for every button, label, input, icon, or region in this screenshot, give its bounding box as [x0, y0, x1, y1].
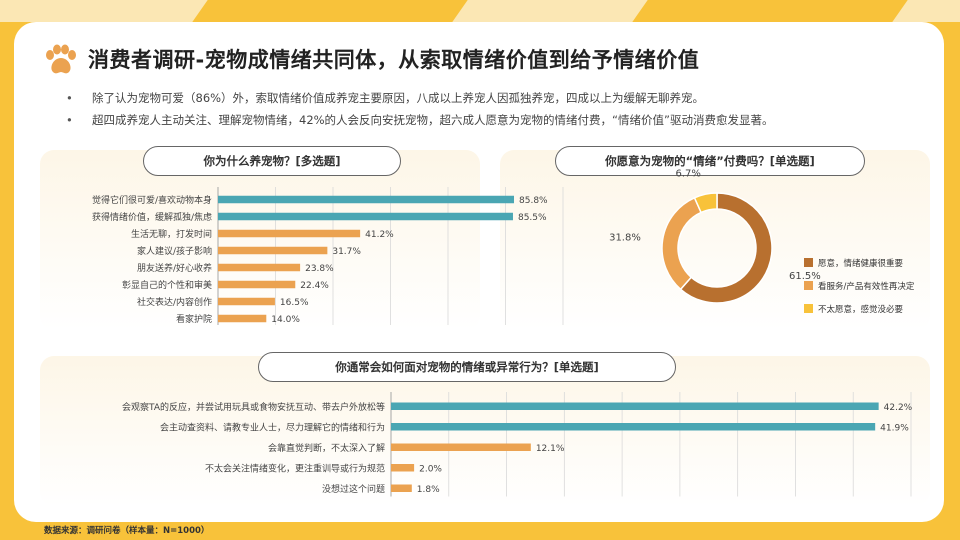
bar — [218, 314, 267, 323]
value-label: 41.2% — [365, 230, 394, 240]
legend-swatch — [804, 258, 813, 267]
value-label: 41.9% — [880, 423, 909, 433]
category-label: 看家护院 — [176, 313, 212, 325]
bar — [218, 229, 361, 238]
value-label: 16.5% — [280, 298, 309, 308]
page-title: 消费者调研-宠物成情绪共同体，从索取情绪价值到给予情绪价值 — [88, 48, 700, 72]
value-label: 31.7% — [332, 247, 361, 257]
bar — [218, 297, 275, 306]
bar — [391, 464, 415, 472]
bar — [218, 212, 513, 221]
value-label: 85.8% — [519, 196, 548, 206]
category-label: 会靠直觉判断，不太深入了解 — [268, 442, 385, 454]
legend-label: 看服务/产品有效性再决定 — [818, 281, 915, 292]
legend-swatch — [804, 304, 813, 313]
donut-slice — [693, 192, 718, 214]
slice-label: 31.8% — [609, 232, 641, 243]
value-label: 23.8% — [305, 264, 334, 274]
category-label: 家人建议/孩子影响 — [137, 245, 212, 257]
slice-label: 61.5% — [789, 271, 821, 282]
value-label: 85.5% — [518, 213, 547, 223]
category-label: 觉得它们很可爱/喜欢动物本身 — [92, 194, 212, 206]
category-label: 不太会关注情绪变化，更注重训导或行为规范 — [205, 462, 385, 474]
category-label: 会观察TA的反应，并尝试用玩具或食物安抚互动、带去户外放松等 — [122, 401, 385, 413]
bar — [391, 402, 879, 410]
value-label: 42.2% — [884, 403, 913, 413]
category-label: 社交表达/内容创作 — [137, 296, 212, 308]
value-label: 14.0% — [271, 315, 300, 325]
chart3-title: 你通常会如何面对宠物的情绪或异常行为？[单选题] — [258, 352, 676, 382]
category-label: 没想过这个问题 — [322, 483, 385, 495]
donut-slice — [679, 192, 773, 304]
paw-icon — [46, 44, 76, 74]
category-label: 彰显自己的个性和审美 — [122, 279, 212, 291]
category-label: 获得情绪价值，缓解孤独/焦虑 — [92, 211, 212, 223]
legend-swatch — [804, 281, 813, 290]
category-label: 朋友送养/好心收养 — [137, 262, 212, 274]
category-label: 会主动查资料、请教专业人士，尽力理解它的情绪和行为 — [160, 421, 385, 433]
value-label: 22.4% — [300, 281, 329, 291]
value-label: 1.8% — [417, 485, 440, 495]
value-label: 12.1% — [536, 444, 565, 454]
bar — [391, 484, 412, 492]
slice-label: 6.7% — [676, 169, 701, 180]
chart1-title: 你为什么养宠物？[多选题] — [143, 146, 401, 176]
data-source: 数据来源：调研问卷（样本量：N=1000） — [44, 526, 210, 536]
legend-label: 不太愿意，感觉没必要 — [818, 304, 904, 315]
bar — [218, 195, 515, 204]
summary-bullet: 除了认为宠物可爱（86%）外，索取情绪价值成养宠主要原因，八成以上养宠人因孤独养… — [66, 87, 926, 109]
bar — [391, 423, 876, 431]
summary-bullet: 超四成养宠人主动关注、理解宠物情绪，42%的人会反向安抚宠物，超六成人愿意为宠物… — [66, 109, 926, 131]
bar — [218, 246, 328, 255]
summary-bullets: 除了认为宠物可爱（86%）外，索取情绪价值成养宠主要原因，八成以上养宠人因孤独养… — [66, 87, 926, 131]
chart2-title: 你愿意为宠物的“情绪”付费吗？[单选题] — [555, 146, 865, 176]
legend-label: 愿意，情绪健康很重要 — [818, 258, 904, 269]
bar — [218, 280, 296, 289]
value-label: 2.0% — [419, 464, 442, 474]
bar — [218, 263, 301, 272]
category-label: 生活无聊，打发时间 — [131, 228, 212, 240]
bar — [391, 443, 531, 451]
